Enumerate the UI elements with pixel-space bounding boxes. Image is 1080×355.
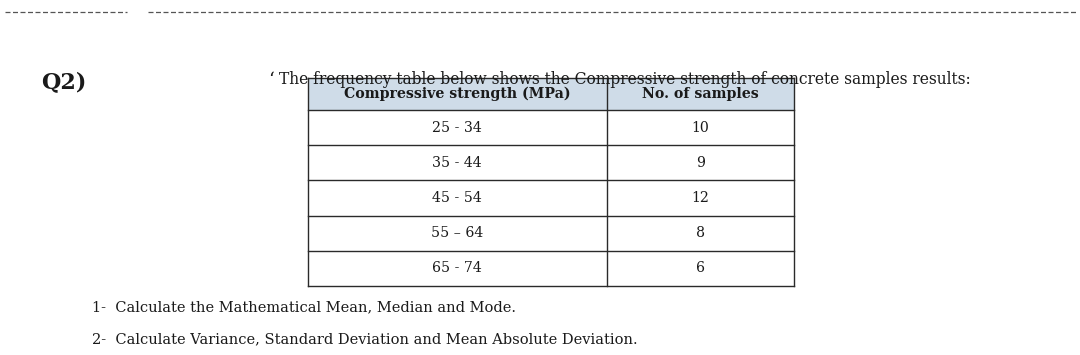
Text: 12: 12: [691, 191, 710, 205]
Text: Compressive strength (MPa): Compressive strength (MPa): [343, 87, 570, 102]
Text: The frequency table below shows the Compressive strength of concrete samples res: The frequency table below shows the Comp…: [279, 71, 971, 88]
Text: 65 - 74: 65 - 74: [432, 261, 482, 275]
Text: 10: 10: [691, 121, 710, 135]
Bar: [308, 78, 794, 110]
Text: 8: 8: [696, 226, 705, 240]
Text: 25 - 34: 25 - 34: [432, 121, 482, 135]
Text: 35 - 44: 35 - 44: [432, 156, 482, 170]
Text: 2-  Calculate Variance, Standard Deviation and Mean Absolute Deviation.: 2- Calculate Variance, Standard Deviatio…: [92, 332, 637, 346]
Text: 45 - 54: 45 - 54: [432, 191, 482, 205]
Text: 6: 6: [696, 261, 705, 275]
Text: 55 – 64: 55 – 64: [431, 226, 484, 240]
Text: Q2): Q2): [41, 71, 86, 93]
Text: ‘: ‘: [268, 71, 273, 89]
Text: 1-  Calculate the Mathematical Mean, Median and Mode.: 1- Calculate the Mathematical Mean, Medi…: [92, 300, 516, 314]
Text: No. of samples: No. of samples: [642, 87, 758, 101]
Text: 9: 9: [696, 156, 705, 170]
